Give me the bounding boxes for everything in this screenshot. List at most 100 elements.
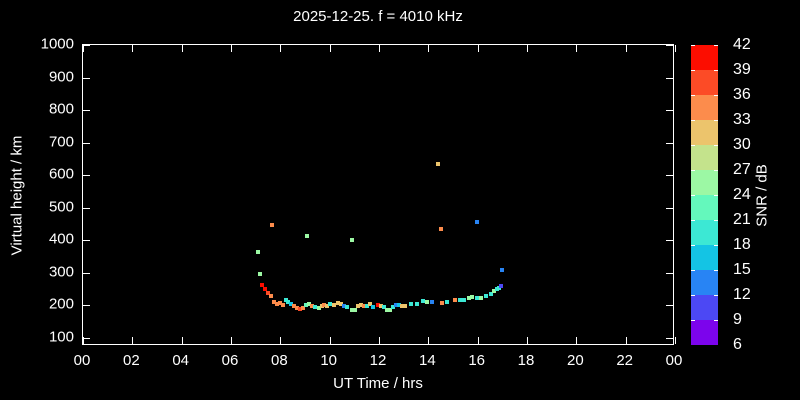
data-point <box>500 268 505 273</box>
colorbar-tick-label: 27 <box>733 161 751 178</box>
colorbar-tick-label: 33 <box>733 111 751 128</box>
plot-area <box>82 44 676 345</box>
data-point <box>275 302 280 307</box>
data-point <box>484 293 489 298</box>
data-point <box>499 284 504 289</box>
data-point <box>469 294 474 299</box>
data-point <box>457 298 462 303</box>
data-point <box>384 307 389 312</box>
data-point <box>356 303 361 308</box>
colorbar-tick-label: 39 <box>733 61 751 78</box>
x-tick-label: 02 <box>122 352 140 369</box>
data-point <box>288 302 293 307</box>
y-axis-tick <box>83 272 90 274</box>
x-axis-tick <box>477 337 479 344</box>
x-axis-tick <box>625 45 627 52</box>
x-tick-label: 14 <box>418 352 436 369</box>
y-axis-tick <box>83 110 90 112</box>
y-tick-label: 100 <box>48 328 74 346</box>
y-axis-tick <box>666 305 673 307</box>
colorbar-tick-label: 36 <box>733 86 751 103</box>
data-point <box>445 300 450 305</box>
x-axis-tick <box>675 45 676 52</box>
data-point <box>462 298 467 303</box>
x-tick-label: 12 <box>369 352 387 369</box>
data-point <box>350 307 355 312</box>
x-tick-label: 04 <box>172 352 189 369</box>
data-point <box>467 296 472 301</box>
y-axis-tick <box>83 45 90 46</box>
colorbar-tick <box>691 170 695 171</box>
colorbar-tick <box>691 120 695 121</box>
colorbar-tick-label: 24 <box>733 186 751 203</box>
data-point <box>421 299 426 304</box>
colorbar-segment <box>691 95 718 120</box>
colorbar-tick <box>714 220 718 221</box>
colorbar-tick <box>714 95 718 96</box>
x-axis-tick <box>675 337 676 344</box>
x-axis-tick <box>625 337 627 344</box>
data-point <box>342 303 347 308</box>
colorbar-segment <box>691 320 718 345</box>
data-point <box>328 302 333 307</box>
data-point <box>322 302 327 307</box>
y-axis-tick <box>666 207 673 209</box>
data-point <box>388 307 393 312</box>
colorbar-tick <box>714 70 718 71</box>
data-point <box>378 303 383 308</box>
data-point <box>345 304 350 309</box>
x-tick-label: 16 <box>468 352 485 369</box>
colorbar-segment <box>691 195 718 220</box>
data-point <box>258 272 263 277</box>
colorbar-tick <box>691 95 695 96</box>
x-axis-tick <box>83 45 84 52</box>
colorbar-tick <box>714 245 718 246</box>
colorbar-segment <box>691 245 718 270</box>
colorbar-tick-label: 6 <box>733 336 742 353</box>
colorbar-tick <box>691 45 695 46</box>
x-axis-tick <box>280 45 282 52</box>
colorbar-tick-label: 30 <box>733 136 751 153</box>
x-axis-tick <box>477 45 479 52</box>
data-point <box>368 302 373 307</box>
x-tick-label: 10 <box>320 352 337 369</box>
colorbar-tick-label: 21 <box>733 211 751 228</box>
y-axis-tick <box>666 142 673 144</box>
colorbar-segment <box>691 170 718 195</box>
colorbar-tick-label: 18 <box>733 236 751 253</box>
y-tick-label: 800 <box>48 100 74 118</box>
colorbar-segment <box>691 70 718 95</box>
y-axis-tick <box>83 207 90 209</box>
data-point <box>260 283 265 288</box>
colorbar-segment <box>691 120 718 145</box>
y-axis-tick <box>666 240 673 242</box>
colorbar-tick <box>714 195 718 196</box>
data-point <box>266 290 270 295</box>
y-axis-tick <box>666 110 673 112</box>
colorbar <box>691 45 718 345</box>
data-point <box>325 303 330 308</box>
data-point <box>353 307 358 312</box>
data-point <box>396 302 401 307</box>
x-axis-tick <box>428 45 430 52</box>
y-axis-tick <box>83 142 90 144</box>
x-tick-label: 08 <box>270 352 288 369</box>
colorbar-tick <box>691 145 695 146</box>
y-axis-tick <box>83 175 90 177</box>
x-axis-tick <box>379 337 380 344</box>
colorbar-tick <box>714 270 718 271</box>
y-axis-tick <box>83 77 90 79</box>
x-axis-tick <box>329 45 331 52</box>
data-point <box>303 302 308 307</box>
x-axis-label: UT Time / hrs <box>333 375 423 392</box>
y-axis-tick <box>83 305 90 307</box>
colorbar-tick <box>714 320 718 321</box>
y-axis-label: Virtual height / km <box>8 135 26 256</box>
data-point <box>339 302 344 307</box>
colorbar-tick <box>691 70 695 71</box>
x-axis-tick <box>527 337 528 344</box>
x-axis-tick <box>231 45 232 52</box>
colorbar-segment <box>691 220 718 245</box>
data-point <box>474 220 479 225</box>
x-tick-label: 22 <box>616 352 633 369</box>
